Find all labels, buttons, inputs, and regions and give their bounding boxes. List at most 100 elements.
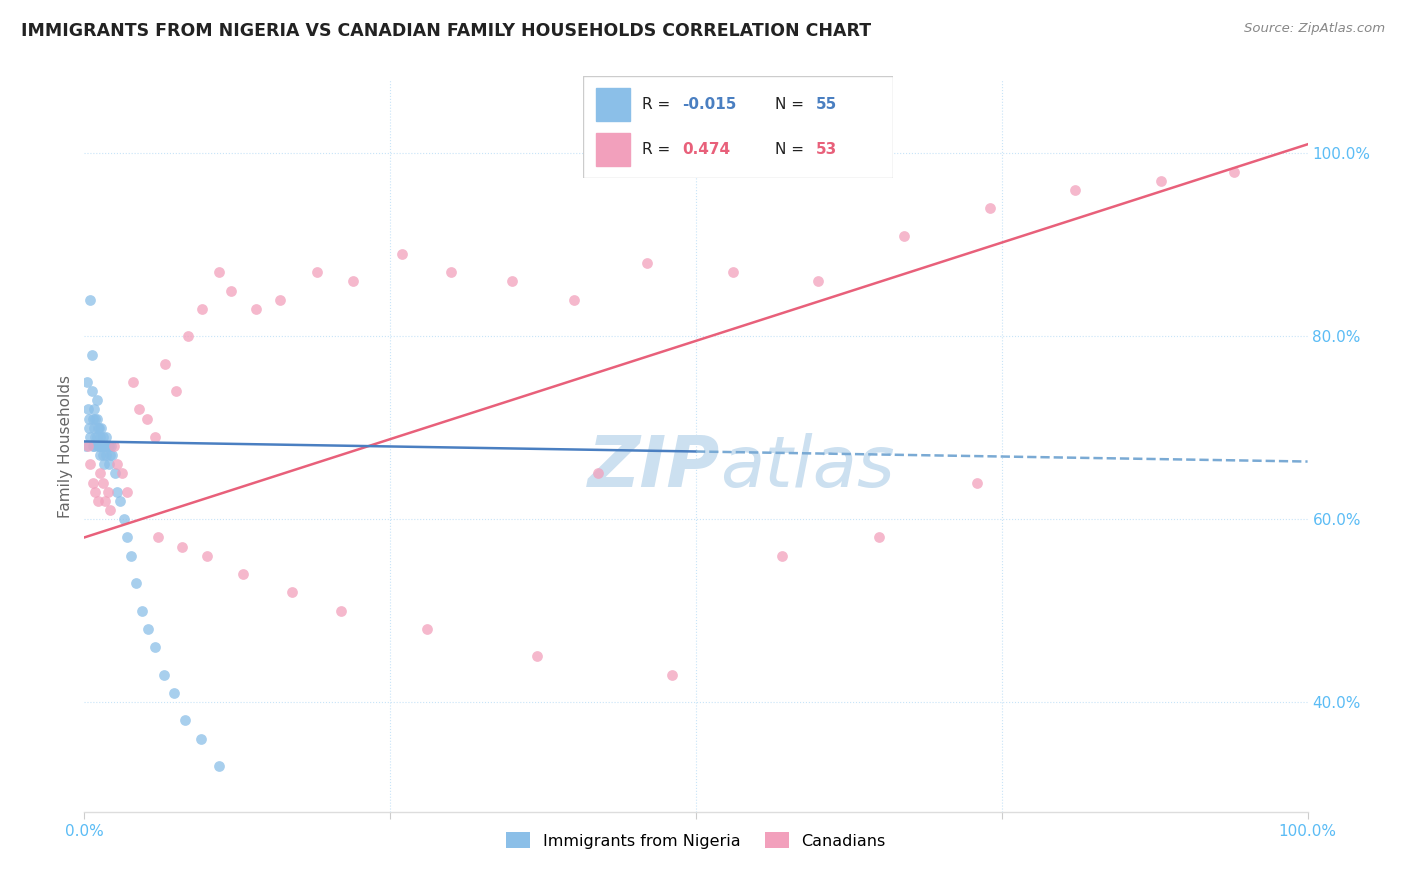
Point: [122, 375, 145, 389]
Point: [79, 293, 101, 307]
Point: [115, 530, 138, 544]
Point: [87, 421, 110, 435]
Legend: Immigrants from Nigeria, Canadians: Immigrants from Nigeria, Canadians: [501, 826, 891, 855]
Point: [104, 467, 127, 481]
Point: [89, 430, 111, 444]
Point: [89, 467, 111, 481]
Point: [208, 265, 231, 279]
Point: [97, 457, 120, 471]
Point: [190, 731, 212, 746]
Point: [440, 265, 463, 279]
Point: [103, 439, 125, 453]
Point: [98, 503, 121, 517]
Point: [125, 576, 148, 591]
Point: [82, 475, 104, 490]
Text: ZIP: ZIP: [588, 434, 720, 502]
Point: [661, 667, 683, 681]
Point: [100, 439, 122, 453]
Point: [1223, 164, 1246, 178]
Point: [80, 347, 103, 362]
Point: [87, 439, 110, 453]
Point: [115, 484, 138, 499]
Point: [721, 265, 744, 279]
Point: [143, 640, 166, 655]
Point: [79, 430, 101, 444]
FancyBboxPatch shape: [583, 76, 893, 178]
Point: [90, 421, 112, 435]
Point: [87, 439, 110, 453]
Point: [77, 421, 100, 435]
Point: [101, 448, 124, 462]
Point: [79, 457, 101, 471]
Point: [80, 384, 103, 399]
Point: [869, 530, 891, 544]
Text: IMMIGRANTS FROM NIGERIA VS CANADIAN FAMILY HOUSEHOLDS CORRELATION CHART: IMMIGRANTS FROM NIGERIA VS CANADIAN FAMI…: [21, 22, 872, 40]
Point: [391, 247, 413, 261]
Point: [75, 439, 97, 453]
Point: [770, 549, 793, 563]
Text: 53: 53: [815, 142, 837, 157]
Point: [97, 439, 120, 453]
Point: [87, 494, 110, 508]
Point: [208, 759, 231, 773]
Point: [416, 622, 439, 636]
Text: R =: R =: [643, 142, 675, 157]
Point: [128, 402, 150, 417]
Text: N =: N =: [775, 142, 808, 157]
Point: [97, 439, 120, 453]
Point: [136, 622, 159, 636]
Point: [120, 549, 142, 563]
Point: [76, 375, 98, 389]
Point: [105, 484, 128, 499]
Text: -0.015: -0.015: [682, 97, 737, 112]
Point: [807, 275, 830, 289]
Point: [77, 411, 100, 425]
Y-axis label: Family Households: Family Households: [58, 375, 73, 517]
Point: [112, 512, 135, 526]
Point: [165, 384, 187, 399]
Point: [84, 430, 107, 444]
Point: [90, 439, 112, 453]
Point: [83, 402, 105, 417]
Point: [636, 256, 658, 270]
Point: [93, 457, 115, 471]
Point: [111, 467, 134, 481]
Point: [305, 265, 328, 279]
Point: [153, 357, 176, 371]
Point: [83, 421, 105, 435]
Point: [163, 686, 186, 700]
Point: [342, 275, 364, 289]
Point: [94, 439, 117, 453]
Point: [526, 649, 548, 664]
Point: [269, 293, 291, 307]
Point: [96, 448, 118, 462]
Point: [173, 714, 195, 728]
Point: [562, 293, 585, 307]
Point: [245, 301, 267, 316]
Point: [146, 530, 169, 544]
Point: [84, 411, 107, 425]
Point: [98, 448, 121, 462]
Bar: [596, 133, 630, 166]
Point: [1150, 174, 1173, 188]
Point: [91, 448, 114, 462]
Point: [893, 228, 915, 243]
Point: [153, 667, 176, 681]
Point: [586, 467, 609, 481]
Bar: [596, 88, 630, 121]
Point: [77, 402, 100, 417]
Point: [91, 475, 114, 490]
Point: [87, 421, 110, 435]
Text: atlas: atlas: [720, 434, 896, 502]
Point: [966, 475, 988, 490]
Point: [84, 484, 107, 499]
Point: [135, 411, 157, 425]
Point: [94, 494, 117, 508]
Point: [1064, 183, 1087, 197]
Point: [93, 439, 115, 453]
Point: [191, 301, 214, 316]
Point: [131, 603, 153, 617]
Point: [86, 411, 108, 425]
Text: N =: N =: [775, 97, 808, 112]
Point: [143, 430, 166, 444]
